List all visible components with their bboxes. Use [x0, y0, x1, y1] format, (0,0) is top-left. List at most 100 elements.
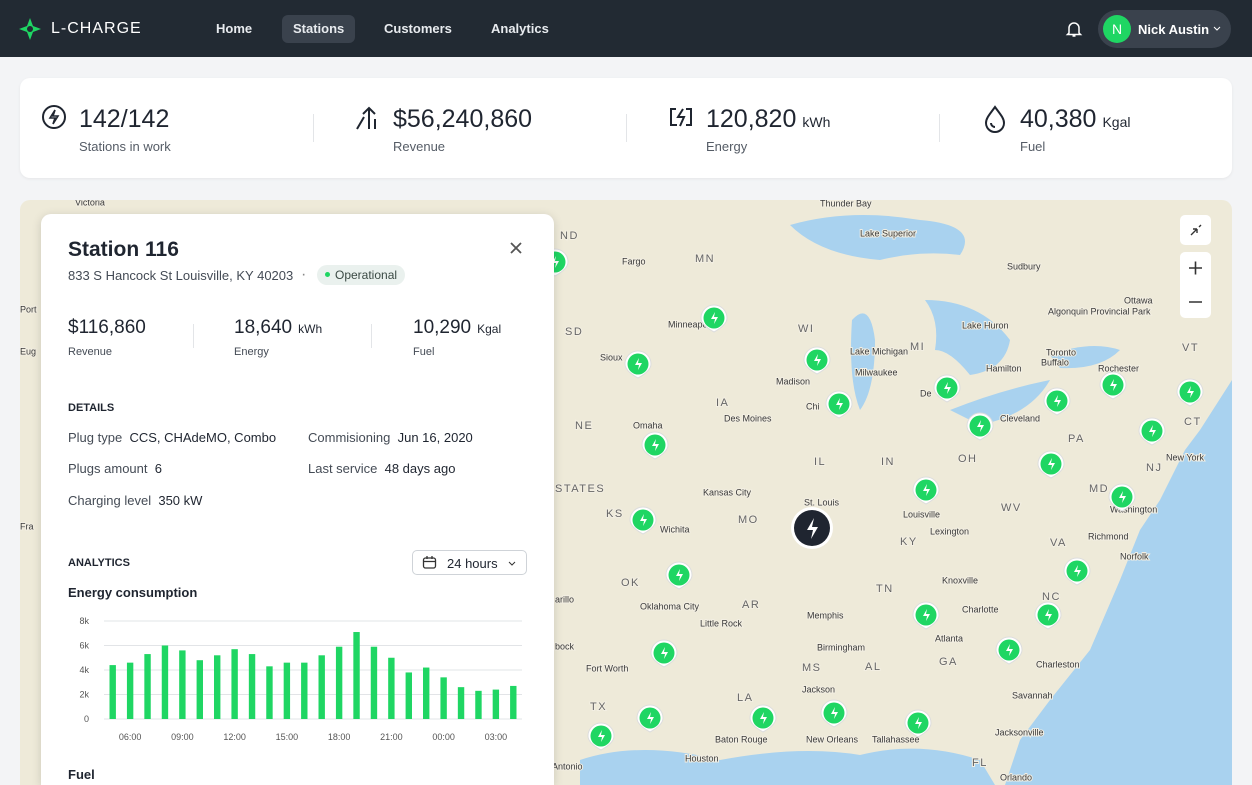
icon: [42, 104, 68, 132]
map-label: MS: [802, 662, 822, 674]
value: 40,380: [1020, 105, 1096, 133]
map-label: NJ: [1146, 462, 1162, 474]
map-label: ND: [560, 230, 579, 242]
map-label: Milwaukee: [855, 367, 898, 377]
y-tick-label: 2k: [79, 690, 89, 700]
map-label: CT: [1184, 416, 1202, 428]
unit: kWh: [802, 114, 830, 130]
x-tick-label: 18:00: [328, 732, 351, 742]
map-label: WI: [798, 323, 814, 335]
user-menu[interactable]: N Nick Austin: [1098, 10, 1231, 48]
detail: Commisioning Jun 16, 2020: [308, 430, 473, 445]
map-label: Des Moines: [724, 413, 772, 423]
map-label: IL: [814, 456, 826, 468]
detail: Last service 48 days ago: [308, 461, 455, 476]
bar: [301, 663, 307, 719]
metric-value: $116,860: [68, 317, 146, 339]
map-label: Buffalo: [1041, 357, 1069, 367]
map-label: Houston: [685, 753, 719, 763]
map-label: Port: [20, 304, 37, 314]
map-label: Kansas City: [703, 487, 752, 497]
map-label: IA: [716, 397, 729, 409]
map-label: Omaha: [633, 420, 663, 430]
map-label: bock: [555, 641, 575, 651]
detail-label: Plug type: [68, 430, 122, 445]
bar: [144, 654, 150, 719]
map-label: Cleveland: [1000, 413, 1040, 423]
map-label: De: [920, 388, 932, 398]
bar: [423, 668, 429, 719]
bar: [110, 665, 116, 719]
detail-value: Jun 16, 2020: [398, 430, 473, 445]
bar: [440, 677, 446, 719]
metric-label: Revenue: [68, 346, 112, 358]
map-label: KY: [900, 536, 918, 548]
x-tick-label: 03:00: [485, 732, 508, 742]
user-name: Nick Austin: [1138, 22, 1209, 37]
address: 833 S Hancock St Louisville, KY 40203: [68, 268, 293, 283]
metric-label: Energy: [234, 346, 269, 358]
x-tick-label: 21:00: [380, 732, 403, 742]
divider: [626, 114, 627, 142]
notifications[interactable]: [1065, 20, 1083, 38]
map-label: Jackson: [802, 684, 835, 694]
icon: [355, 105, 381, 131]
map-label: New Orleans: [806, 734, 859, 744]
period-select[interactable]: 24 hours: [412, 550, 527, 575]
station-panel: Station 116 833 S Hancock St Louisville,…: [41, 214, 554, 785]
detail-value: 350 kW: [158, 493, 202, 508]
map-label: Oklahoma City: [640, 601, 700, 611]
map-label: Charleston: [1036, 659, 1080, 669]
bar: [353, 632, 359, 719]
nav-link-active[interactable]: Stations: [282, 15, 355, 43]
bar: [266, 666, 272, 719]
bar: [127, 663, 133, 719]
divider: [939, 114, 940, 142]
map-label: Hamilton: [986, 363, 1022, 373]
nav-link[interactable]: Analytics: [480, 15, 560, 43]
detail-label: Commisioning: [308, 430, 390, 445]
stat-label: Revenue: [393, 139, 445, 154]
detail-value: 6: [155, 461, 162, 476]
detail-label: Plugs amount: [68, 461, 148, 476]
map-label: LA: [737, 692, 753, 704]
stat-value: 40,380 Kgal: [1020, 105, 1131, 134]
map-label: SD: [565, 326, 583, 338]
detail-label: Last service: [308, 461, 377, 476]
nav-link[interactable]: Customers: [373, 15, 463, 43]
map-label: Madison: [776, 376, 810, 386]
brand: L-CHARGE: [51, 20, 142, 38]
nav-link[interactable]: Home: [205, 15, 263, 43]
map-label: TN: [876, 583, 894, 595]
map-label: Charlotte: [962, 604, 999, 614]
map-label: Norfolk: [1120, 551, 1149, 561]
map-label: IN: [881, 456, 895, 468]
value: 10,290: [413, 317, 471, 338]
map-label: Sudbury: [1007, 261, 1041, 271]
unit: kWh: [298, 322, 322, 336]
map-label: Victoria: [75, 200, 105, 207]
map-label: WV: [1001, 502, 1022, 514]
chevron: [1213, 26, 1221, 32]
bar: [284, 663, 290, 719]
map-label: Little Rock: [700, 618, 743, 628]
detail: Charging level 350 kW: [68, 493, 202, 508]
value: 120,820: [706, 105, 796, 133]
close-button[interactable]: [510, 242, 522, 254]
map-label: AL: [865, 661, 881, 673]
stat-value: $56,240,860: [393, 105, 532, 134]
map-label: Eug: [20, 346, 36, 356]
bar: [214, 655, 220, 719]
detail-label: Charging level: [68, 493, 151, 508]
bar: [371, 647, 377, 719]
map-label: Orlando: [1000, 772, 1032, 782]
unit: Kgal: [1102, 114, 1130, 130]
map-label: Lake Huron: [962, 320, 1009, 330]
map-label: St. Louis: [804, 497, 840, 507]
stat-label: Stations in work: [79, 139, 171, 154]
x-tick-label: 06:00: [119, 732, 142, 742]
value: 18,640: [234, 317, 292, 338]
map-label: Knoxville: [942, 575, 978, 585]
metric-value: 10,290Kgal: [413, 317, 501, 339]
